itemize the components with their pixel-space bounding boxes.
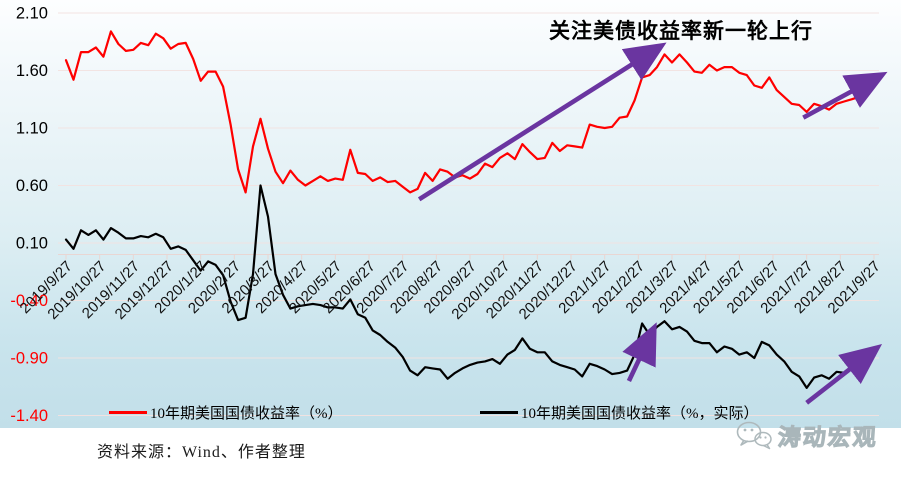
y-tick-label: 1.10 (16, 120, 48, 138)
wechat-icon (736, 421, 772, 450)
x-axis (58, 254, 879, 260)
y-tick-label: 0.10 (16, 235, 48, 253)
watermark: 涛动宏观 (736, 418, 879, 452)
y-tick-label: 1.60 (16, 62, 48, 80)
y-tick-label: 0.60 (16, 177, 48, 195)
y-tick-label: -1.40 (10, 407, 48, 425)
watermark-text: 涛动宏观 (776, 424, 879, 451)
legend-item-nominal[interactable]: 10年期美国国债收益率（%） (109, 404, 343, 422)
y-tick-label: -0.90 (10, 350, 48, 368)
nominal-uptrend-2021-arrow (802, 71, 888, 120)
real-yield-line (64, 184, 876, 389)
nominal-line-swatch (109, 410, 147, 414)
source-note: 资料来源：Wind、作者整理 (97, 444, 306, 461)
y-tick-label: 2.10 (16, 5, 48, 23)
y-tick-label: -0.40 (10, 292, 48, 310)
data-series (64, 30, 876, 389)
chart-title: 关注美债收益率新一轮上行 (549, 19, 813, 43)
legend-label-nominal: 10年期美国国债收益率（%） (150, 405, 343, 422)
nominal-yield-line (64, 30, 876, 194)
real-uptrend-early-2021-arrow (622, 322, 657, 382)
gridlines (58, 12, 879, 416)
trend-arrows (417, 42, 888, 405)
nominal-uptrend-2020-arrow (417, 42, 667, 202)
legend-item-real[interactable]: 10年期美国国债收益率（%，实际） (480, 404, 759, 422)
legend-label-real: 10年期美国国债收益率（%，实际） (521, 405, 759, 422)
real-uptrend-late-2021-arrow (805, 344, 883, 405)
axis-labels: 2.101.601.100.600.10-0.40-0.90-1.402019/… (10, 5, 883, 426)
real-line-swatch (480, 410, 518, 414)
